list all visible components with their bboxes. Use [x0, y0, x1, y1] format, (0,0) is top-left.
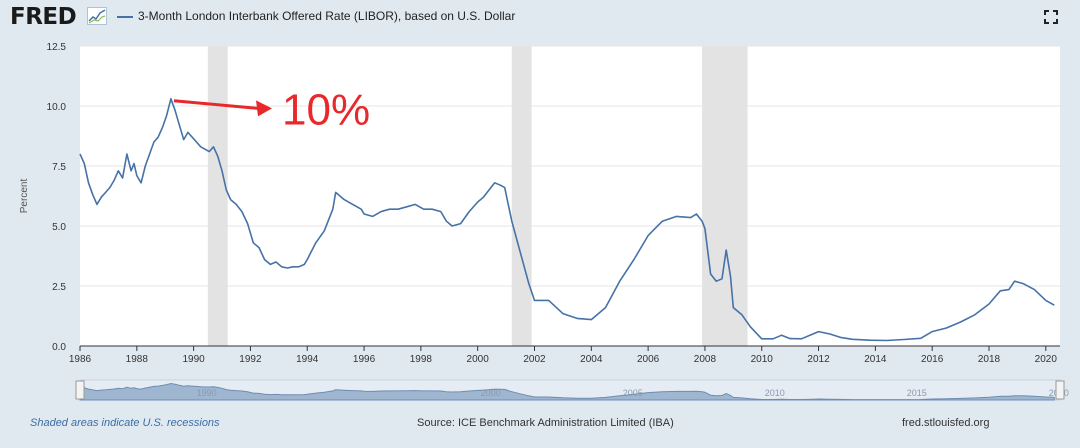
annotation-arrowhead: [256, 100, 272, 117]
x-tick-label: 1996: [353, 354, 376, 365]
x-tick-label: 1988: [126, 354, 149, 365]
recession-band: [207, 46, 228, 346]
fred-graph-icon: [87, 7, 107, 25]
y-tick-label: 7.5: [52, 162, 66, 173]
fred-logo[interactable]: FRED: [10, 4, 77, 30]
x-tick-label: 2014: [864, 354, 887, 365]
y-tick-label: 0.0: [52, 342, 66, 353]
x-tick-label: 2010: [751, 354, 774, 365]
x-tick-label: 2006: [637, 354, 660, 365]
legend-series-line: [117, 16, 133, 18]
x-tick-label: 1986: [69, 354, 92, 365]
x-tick-label: 2008: [694, 354, 717, 365]
x-tick-label: 2018: [978, 354, 1001, 365]
recession-note: Shaded areas indicate U.S. recessions: [30, 417, 220, 429]
x-tick-label: 2000: [467, 354, 490, 365]
x-tick-label: 1998: [410, 354, 433, 365]
navigator-label: 2010: [765, 388, 785, 398]
x-tick-label: 1994: [296, 354, 319, 365]
x-tick-label: 2016: [921, 354, 944, 365]
x-tick-label: 1992: [239, 354, 262, 365]
x-tick-label: 2012: [807, 354, 830, 365]
x-tick-label: 1990: [182, 354, 205, 365]
navigator-handle-right[interactable]: [1055, 380, 1065, 400]
y-tick-label: 12.5: [47, 42, 67, 53]
legend-series-label: 3-Month London Interbank Offered Rate (L…: [138, 9, 516, 23]
recession-band: [511, 46, 532, 346]
series-line: [79, 98, 1055, 342]
navigator-handle-left[interactable]: [75, 380, 85, 400]
fullscreen-icon[interactable]: [1043, 9, 1059, 25]
navigator-series: [79, 382, 1055, 401]
x-tick-label: 2020: [1035, 354, 1058, 365]
x-tick-label: 2004: [580, 354, 603, 365]
navigator-label: 1990: [197, 388, 217, 398]
chart-header: FRED 3-Month London Interbank Offered Ra…: [0, 0, 1080, 36]
chart-area: 0.0 2.5 5.0 7.5 10.0 12.5 1986 1988 1990 1992 1994…: [19, 42, 1069, 401]
annotation-arrow-line: [173, 99, 259, 110]
site-link[interactable]: fred.stlouisfed.org: [902, 417, 990, 429]
recession-band: [702, 46, 748, 346]
navigator-label: 2005: [623, 388, 643, 398]
annotation-label: 10%: [282, 85, 370, 134]
navigator-label: 2015: [907, 388, 927, 398]
navigator-label: 2000: [481, 388, 501, 398]
x-tick-label: 2002: [523, 354, 546, 365]
plot-background: [80, 46, 1060, 346]
y-tick-label: 10.0: [47, 102, 67, 113]
y-tick-label: 5.0: [52, 222, 66, 233]
source-note: Source: ICE Benchmark Administration Lim…: [417, 417, 674, 429]
y-axis-label: Percent: [19, 179, 30, 214]
y-tick-label: 2.5: [52, 282, 66, 293]
